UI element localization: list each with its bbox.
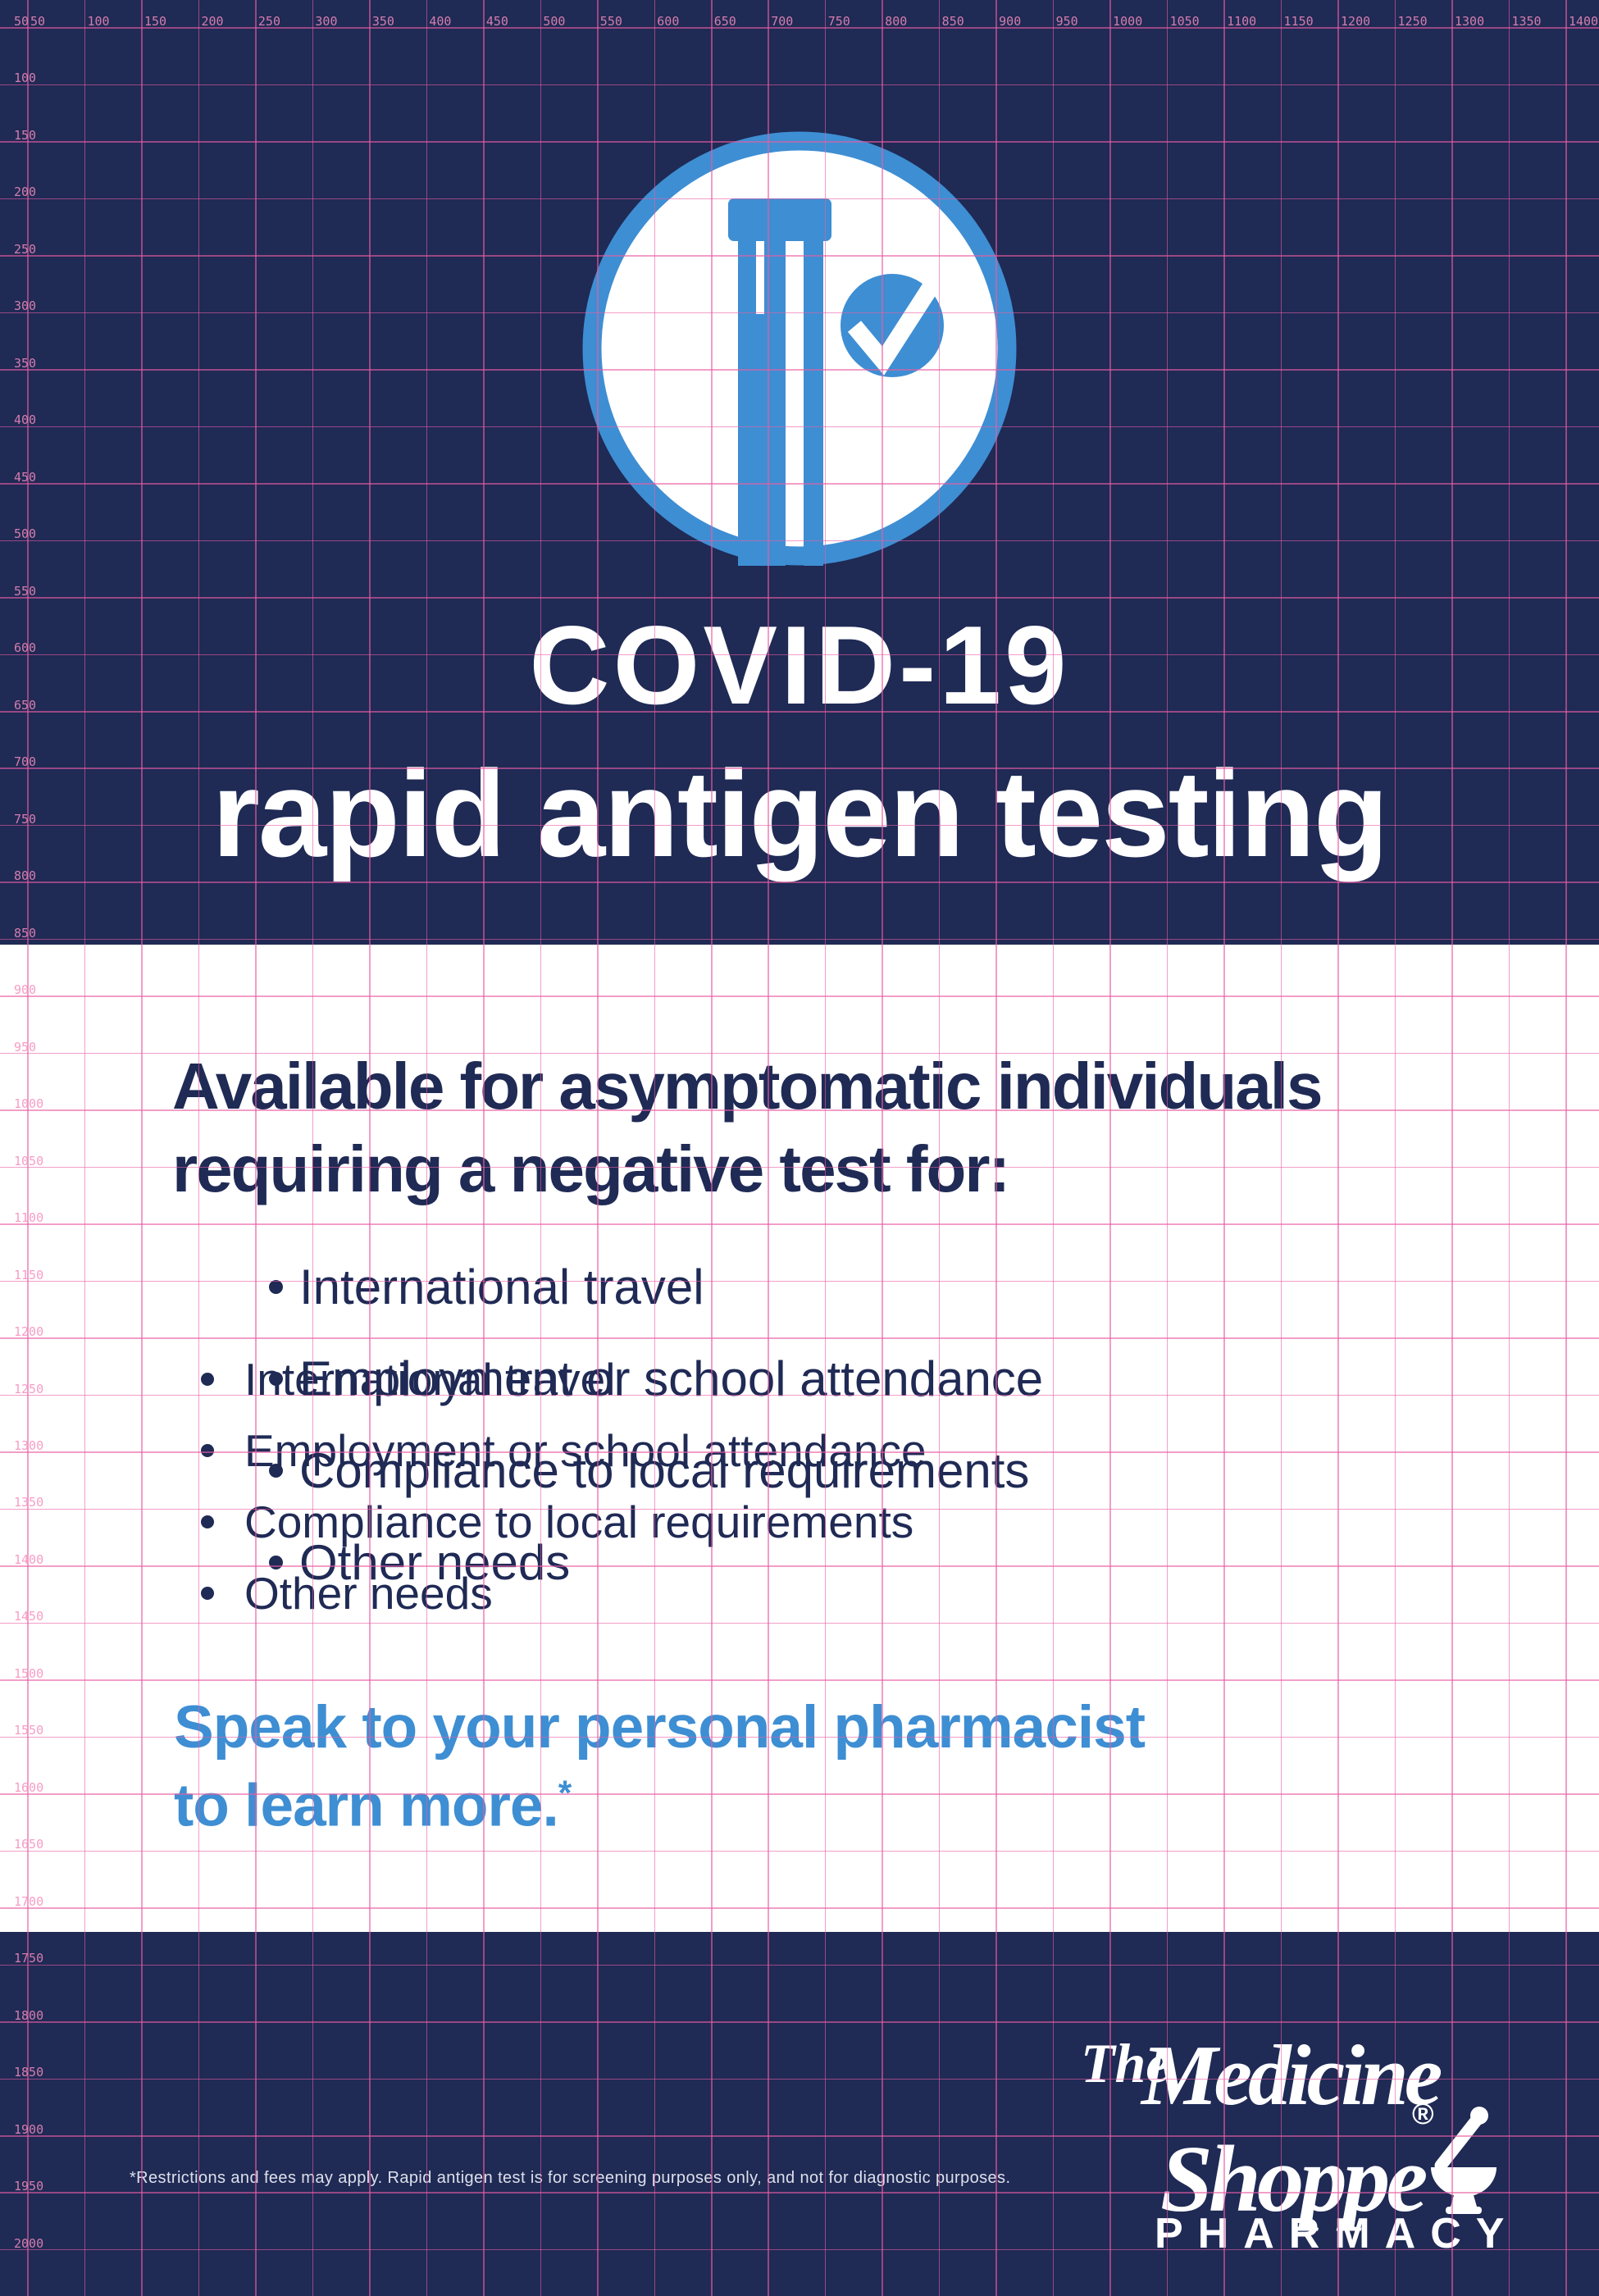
- check-badge-icon: [840, 274, 944, 377]
- list-item: Other needs: [201, 1557, 927, 1629]
- ruler-label-y: 200: [14, 184, 37, 200]
- ruler-label-x: 1100: [1227, 14, 1257, 29]
- ruler-label-x: 550: [599, 14, 622, 29]
- cta-text: Speak to your personal pharmacist to lea…: [174, 1694, 1146, 1839]
- bullet-icon: [269, 1371, 283, 1386]
- ruler-label-x: 1400: [1568, 14, 1599, 29]
- cta-asterisk: *: [558, 1774, 572, 1812]
- bullet-icon: [269, 1463, 283, 1478]
- logo-word-pharmacy: PHARMACY: [1155, 2210, 1519, 2257]
- bullet-list-ghost-copy: International travel Employment or school…: [201, 1343, 927, 1629]
- ruler-label-x: 700: [771, 14, 794, 29]
- poster-title-rapid-antigen: rapid antigen testing: [212, 745, 1388, 882]
- ruler-label-y: 550: [14, 583, 37, 599]
- mortar-pestle-icon: [1431, 2107, 1496, 2214]
- ruler-label-x: 300: [315, 14, 338, 29]
- heading-line-2: requiring a negative test for:: [172, 1132, 1010, 1205]
- ruler-label-y: 850: [14, 925, 37, 941]
- bullet-icon: [201, 1515, 214, 1528]
- ruler-label-x: 1200: [1341, 14, 1371, 29]
- test-tube-glyph: [728, 198, 831, 566]
- ruler-label-x: 150: [144, 14, 167, 29]
- ruler-label-x: 50: [30, 14, 46, 29]
- grid-line: [0, 84, 1599, 86]
- list-item-label: Employment or school attendance: [244, 1424, 927, 1476]
- list-item: Compliance to local requirements: [201, 1486, 927, 1557]
- ruler-label-x: 900: [999, 14, 1022, 29]
- grid-line: [0, 597, 1599, 599]
- bullet-icon: [269, 1279, 283, 1294]
- list-item-label: Other needs: [299, 1534, 571, 1590]
- icon-circle-ring: [582, 131, 1017, 566]
- ruler-label-x: 1250: [1397, 14, 1428, 29]
- ruler-label-x: 500: [543, 14, 566, 29]
- list-item: Other needs: [269, 1516, 1043, 1608]
- ruler-label-x: 950: [1055, 14, 1078, 29]
- ruler-label-x: 600: [657, 14, 680, 29]
- ruler-label-y: 250: [14, 241, 37, 257]
- ruler-label-x: 650: [713, 14, 736, 29]
- logo-word-the: The: [1081, 2032, 1171, 2094]
- ruler-label-x: 400: [429, 14, 452, 29]
- ruler-label-x: 200: [201, 14, 224, 29]
- list-item-label: International travel: [299, 1259, 704, 1314]
- section-heading: Available for asymptomatic individuals r…: [172, 1045, 1323, 1210]
- list-item: International travel: [269, 1241, 1043, 1332]
- bullet-icon: [201, 1586, 214, 1600]
- ruler-label-x: 750: [827, 14, 850, 29]
- ruler-label-y: 450: [14, 469, 37, 485]
- grid-line: [0, 938, 1599, 941]
- ruler-label-x: 800: [885, 14, 908, 29]
- logo-word-shoppe: Shoppe: [1160, 2127, 1428, 2231]
- ruler-label-y: 150: [14, 127, 37, 143]
- heading-line-1: Available for asymptomatic individuals: [172, 1050, 1323, 1123]
- list-item-label: Compliance to local requirements: [244, 1496, 914, 1547]
- ruler-label-y: 100: [14, 71, 37, 86]
- ruler-label-x: 100: [87, 14, 110, 29]
- ruler-label-x: 1300: [1455, 14, 1485, 29]
- ruler-label-x: 350: [371, 14, 394, 29]
- content-panel: [0, 945, 1599, 1932]
- ruler-label-x: 1350: [1511, 14, 1542, 29]
- logo-word-medicine: Medicine: [1141, 2027, 1442, 2123]
- list-item: Employment or school attendance: [269, 1332, 1043, 1424]
- ruler-label-y: 50: [14, 14, 30, 29]
- cta-line-1: Speak to your personal pharmacist: [174, 1694, 1146, 1761]
- list-item-label: Other needs: [244, 1567, 493, 1619]
- cta-line-2: to learn more.*: [174, 1772, 572, 1839]
- ruler-label-x: 850: [941, 14, 964, 29]
- list-item-label: Employment or school attendance: [299, 1351, 1044, 1406]
- list-item: International travel: [201, 1343, 927, 1414]
- ruler-label-y: 400: [14, 412, 37, 428]
- grid-line: [0, 27, 1599, 29]
- disclaimer-text: *Restrictions and fees may apply. Rapid …: [130, 2169, 1011, 2187]
- ruler-label-y: 300: [14, 298, 37, 314]
- footer-panel: [0, 1932, 1599, 2296]
- bullet-icon: [201, 1443, 214, 1457]
- ruler-label-x: 450: [485, 14, 508, 29]
- ruler-label-y: 500: [14, 526, 37, 542]
- list-item-label: International travel: [244, 1353, 616, 1405]
- test-tube-check-icon: [582, 131, 1017, 566]
- ruler-label-y: 350: [14, 355, 37, 371]
- ruler-label-x: 1050: [1169, 14, 1200, 29]
- bullet-icon: [201, 1372, 214, 1386]
- registered-trademark-icon: ®: [1412, 2097, 1434, 2130]
- ruler-label-x: 250: [257, 14, 280, 29]
- ruler-label-x: 1000: [1113, 14, 1143, 29]
- list-item: Employment or school attendance: [201, 1414, 927, 1486]
- ruler-label-x: 1150: [1283, 14, 1314, 29]
- poster-title-covid: COVID-19: [529, 603, 1070, 727]
